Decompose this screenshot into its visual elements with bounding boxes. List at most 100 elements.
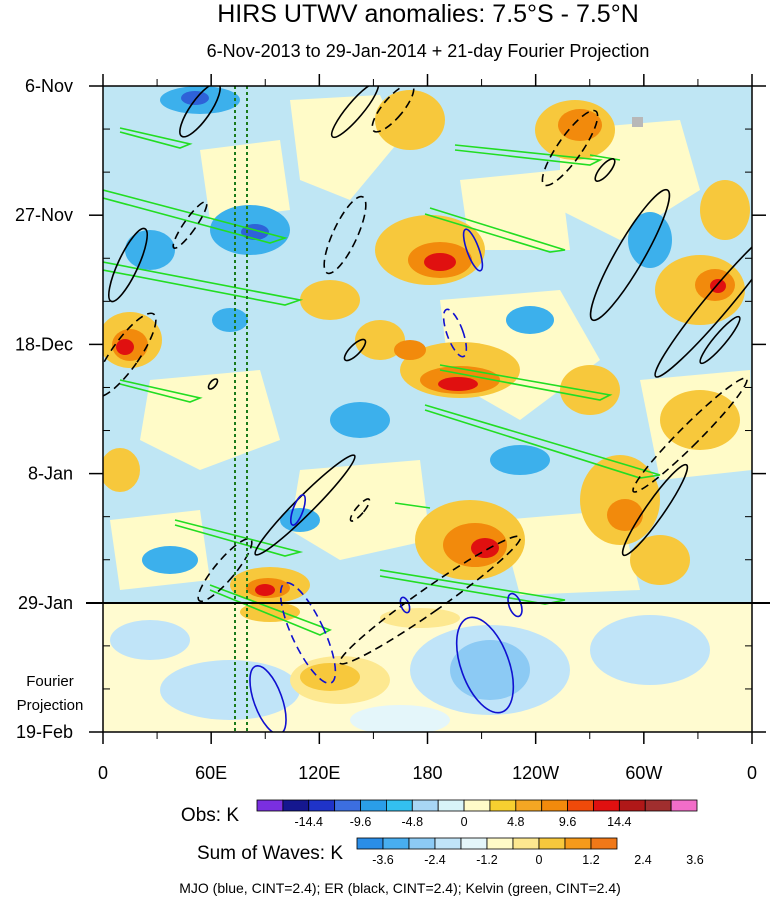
obs-pale-patch bbox=[460, 170, 570, 250]
colorbar-swatch bbox=[434, 837, 462, 850]
kelvin-contour bbox=[424, 404, 661, 479]
colorbar-swatch bbox=[618, 799, 646, 812]
mjo-contour bbox=[462, 228, 484, 272]
kelvin-contour bbox=[119, 379, 203, 403]
obs-warm-blob bbox=[375, 90, 445, 150]
obs-red-blob bbox=[424, 253, 456, 271]
x-tick-label: 60E bbox=[195, 763, 227, 783]
obs-cool-blob bbox=[125, 230, 175, 270]
obs-cool-blob bbox=[212, 308, 248, 332]
obs-warm-blob bbox=[700, 180, 750, 240]
colorbar-tick-label: 0 bbox=[536, 853, 543, 867]
kelvin-contour bbox=[119, 127, 193, 149]
colorbar-swatch bbox=[382, 837, 410, 850]
obs-pale-patch bbox=[290, 460, 430, 560]
y-tick-label: 18-Dec bbox=[15, 334, 73, 354]
er-contour bbox=[589, 188, 671, 322]
mjo-contour-negative bbox=[279, 581, 337, 685]
colorbar-swatch bbox=[282, 799, 310, 812]
obs-warm-blob bbox=[300, 280, 360, 320]
projection-label-line2: Projection bbox=[17, 697, 84, 714]
x-tick-label: 0 bbox=[98, 763, 108, 783]
x-tick-label: 180 bbox=[412, 763, 442, 783]
chart-subtitle: 6-Nov-2013 to 29-Jan-2014 + 21-day Fouri… bbox=[207, 41, 650, 61]
x-tick-label: 60W bbox=[625, 763, 662, 783]
colorbar-tick-label: -3.6 bbox=[372, 853, 394, 867]
kelvin-contour bbox=[439, 364, 613, 401]
obs-legend: -14.4 -9.6 -4.8 0 4.8 9.6 14.4 bbox=[256, 799, 698, 829]
mjo-contour bbox=[249, 665, 287, 732]
obs-orange-blob bbox=[607, 499, 643, 531]
colorbar-tick-label: 1.2 bbox=[582, 853, 599, 867]
er-contour bbox=[654, 222, 752, 378]
er-contour-negative bbox=[541, 109, 599, 187]
chart-title: HIRS UTWV anomalies: 7.5°S - 7.5°N bbox=[217, 0, 639, 28]
colorbar-swatch bbox=[486, 837, 514, 850]
colorbar-swatch bbox=[360, 799, 387, 812]
obs-cool-blob bbox=[330, 402, 390, 438]
proj-cool-area bbox=[350, 705, 450, 732]
er-contour-negative bbox=[349, 498, 371, 522]
kelvin-contour bbox=[394, 502, 431, 509]
obs-red-blob bbox=[116, 339, 134, 355]
colorbar-swatch bbox=[411, 799, 439, 812]
x-tick-label: 0 bbox=[747, 763, 757, 783]
colorbar-swatch bbox=[590, 837, 618, 850]
er-contour bbox=[108, 227, 148, 303]
axes: 0 60E 120E 180 120W 60W 0 6-Nov 27-Nov 18-Dec 8-Ja… bbox=[15, 74, 766, 783]
colorbar-tick-label: -2.4 bbox=[424, 853, 446, 867]
mjo-contour bbox=[455, 616, 515, 714]
er-contour-negative bbox=[197, 537, 253, 603]
colorbar-swatch bbox=[515, 799, 543, 812]
obs-legend-label: Obs: K bbox=[181, 805, 239, 826]
colorbar-swatch bbox=[256, 799, 284, 812]
mjo-contours-negative bbox=[279, 308, 468, 685]
colorbar-swatch bbox=[593, 799, 620, 812]
obs-warm-blob bbox=[560, 365, 620, 415]
proj-warm-area bbox=[380, 608, 460, 628]
missing-data-cell bbox=[632, 117, 643, 127]
obs-cool-blob bbox=[142, 546, 198, 574]
y-tick-label: 8-Jan bbox=[28, 464, 73, 484]
x-tick-label: 120W bbox=[512, 763, 559, 783]
er-contour bbox=[179, 86, 221, 138]
er-contours-negative bbox=[103, 86, 748, 665]
obs-warm-blob bbox=[355, 320, 405, 360]
colorbar-swatch bbox=[564, 837, 592, 850]
colorbar-swatch bbox=[460, 837, 488, 850]
kelvin-contour bbox=[103, 261, 304, 306]
waves-legend: -3.6 -2.4 -1.2 0 1.2 2.4 3.6 bbox=[356, 837, 704, 867]
colorbar-swatch bbox=[386, 799, 413, 812]
colorbar-tick-label: 0 bbox=[461, 815, 468, 829]
er-contour bbox=[207, 378, 219, 390]
proj-cool-area bbox=[160, 660, 300, 720]
obs-red-blob bbox=[255, 584, 275, 596]
kelvin-contour bbox=[103, 189, 288, 244]
obs-orange-blob bbox=[394, 340, 426, 360]
x-tick-label: 120E bbox=[298, 763, 340, 783]
obs-warm-blob bbox=[630, 535, 690, 585]
obs-pale-patch bbox=[200, 140, 290, 220]
colorbar-swatch bbox=[670, 799, 698, 812]
colorbar-swatch bbox=[334, 799, 361, 812]
proj-cool-area bbox=[450, 640, 530, 700]
colorbar-tick-label: -4.8 bbox=[402, 815, 424, 829]
kelvin-contour bbox=[424, 207, 566, 253]
y-tick-label: 19-Feb bbox=[16, 722, 73, 742]
colorbar-tick-label: -14.4 bbox=[295, 815, 324, 829]
mjo-contour bbox=[289, 494, 307, 526]
obs-cool-blob bbox=[490, 445, 550, 475]
er-contour bbox=[594, 158, 616, 182]
y-tick-label: 6-Nov bbox=[25, 76, 73, 96]
obs-red-blob bbox=[471, 538, 499, 558]
colorbar-swatch bbox=[308, 799, 336, 812]
colorbar-swatch bbox=[512, 837, 540, 850]
proj-cool-area bbox=[110, 620, 190, 660]
er-contour-negative bbox=[103, 312, 157, 398]
er-contour bbox=[343, 338, 367, 362]
er-contour bbox=[621, 463, 689, 557]
obs-warm-blob bbox=[660, 390, 740, 450]
proj-cool-area bbox=[590, 615, 710, 685]
er-contour-negative bbox=[338, 535, 522, 665]
